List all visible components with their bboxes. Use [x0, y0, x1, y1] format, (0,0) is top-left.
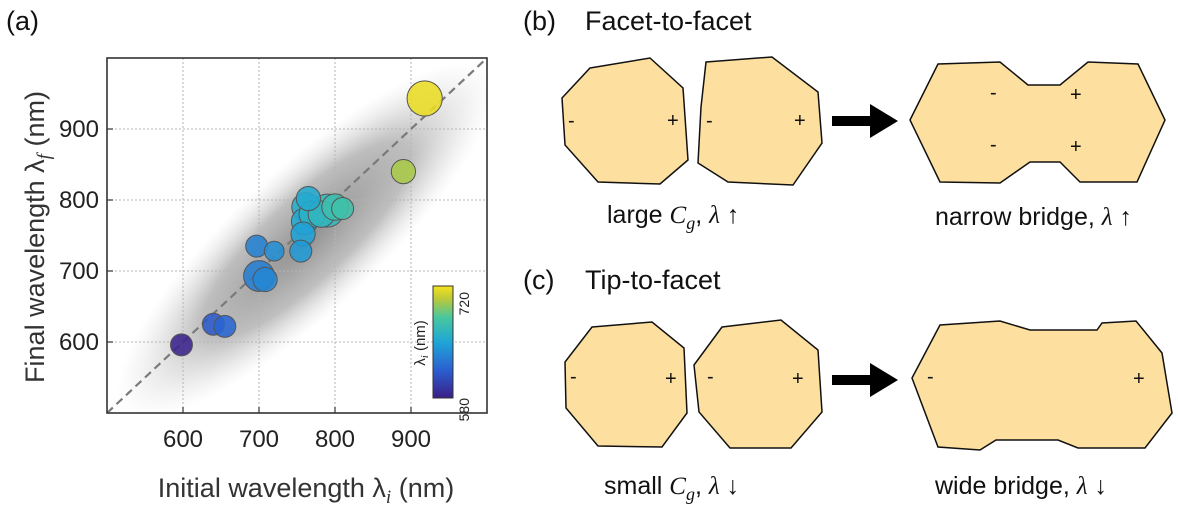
caption-b-right: narrow bridge, λ ↑	[935, 203, 1132, 231]
data-point	[295, 185, 321, 212]
panel-c-title: Tip-to-facet	[585, 265, 721, 295]
panel-b-label: (b)	[523, 6, 556, 36]
y-tick-label: 900	[59, 116, 99, 143]
data-point	[331, 197, 355, 221]
x-tick-label: 600	[163, 426, 203, 453]
panel-b-title: Facet-to-facet	[585, 6, 752, 36]
wide-bridge-particle: - +	[911, 320, 1173, 451]
y-tick-label: 700	[59, 258, 99, 285]
minus-sign: -	[568, 110, 575, 132]
minus-sign: -	[990, 134, 997, 156]
panel-a-label: (a)	[6, 6, 39, 36]
minus-sign: -	[707, 366, 714, 388]
plus-sign: +	[667, 110, 679, 132]
x-tick-label: 900	[391, 426, 431, 453]
plus-sign: +	[665, 368, 677, 390]
data-point	[213, 314, 237, 338]
caption-b-left: large Cg, λ ↑	[607, 201, 739, 233]
colorbar-label: λi (nm)	[412, 320, 431, 366]
x-axis-title: Initial wavelength λi (nm)	[158, 473, 454, 508]
minus-sign: -	[570, 366, 577, 388]
plus-sign: +	[794, 110, 806, 132]
data-point	[263, 240, 285, 262]
colorbar	[432, 285, 454, 399]
data-point	[169, 333, 193, 357]
plus-sign: +	[1070, 136, 1082, 158]
arrow-c	[832, 363, 898, 397]
panel-c-label: (c)	[523, 265, 554, 295]
colorbar-tick-max: 720	[456, 292, 472, 316]
x-tick-label: 800	[315, 426, 355, 453]
data-point	[289, 239, 313, 263]
y-tick-label: 600	[59, 329, 99, 356]
data-point	[252, 266, 278, 293]
minus-sign: -	[927, 366, 934, 388]
colorbar-tick-min: 580	[456, 398, 472, 422]
plus-sign: +	[792, 368, 804, 390]
caption-c-right: wide bridge, λ ↓	[934, 472, 1107, 500]
tip-right-particle: - +	[693, 319, 823, 449]
data-point	[406, 80, 443, 117]
scatter-plot: 600 700 800 900 600 700 800 900 720 580 λi (nm…	[59, 57, 488, 453]
facet-left-particle: - +	[561, 57, 689, 185]
data-point	[390, 159, 416, 185]
minus-sign: -	[706, 110, 713, 132]
plus-sign: +	[1070, 84, 1082, 106]
caption-c-left: small Cg, λ ↓	[604, 472, 739, 504]
x-tick-label: 700	[239, 426, 279, 453]
narrow-bridge-particle: - + - +	[909, 61, 1166, 184]
x-ticks: 600 700 800 900	[163, 407, 431, 453]
facet-right-particle: - +	[697, 56, 823, 186]
plus-sign: +	[1133, 368, 1145, 390]
y-axis-title: Final wavelength λf (nm)	[20, 91, 55, 383]
data-points	[169, 80, 443, 357]
tip-left-particle: - +	[564, 321, 688, 448]
y-ticks: 600 700 800 900	[59, 116, 113, 356]
minus-sign: -	[990, 82, 997, 104]
arrow-b	[832, 104, 898, 138]
y-tick-label: 800	[59, 187, 99, 214]
plot-frame	[106, 57, 488, 414]
